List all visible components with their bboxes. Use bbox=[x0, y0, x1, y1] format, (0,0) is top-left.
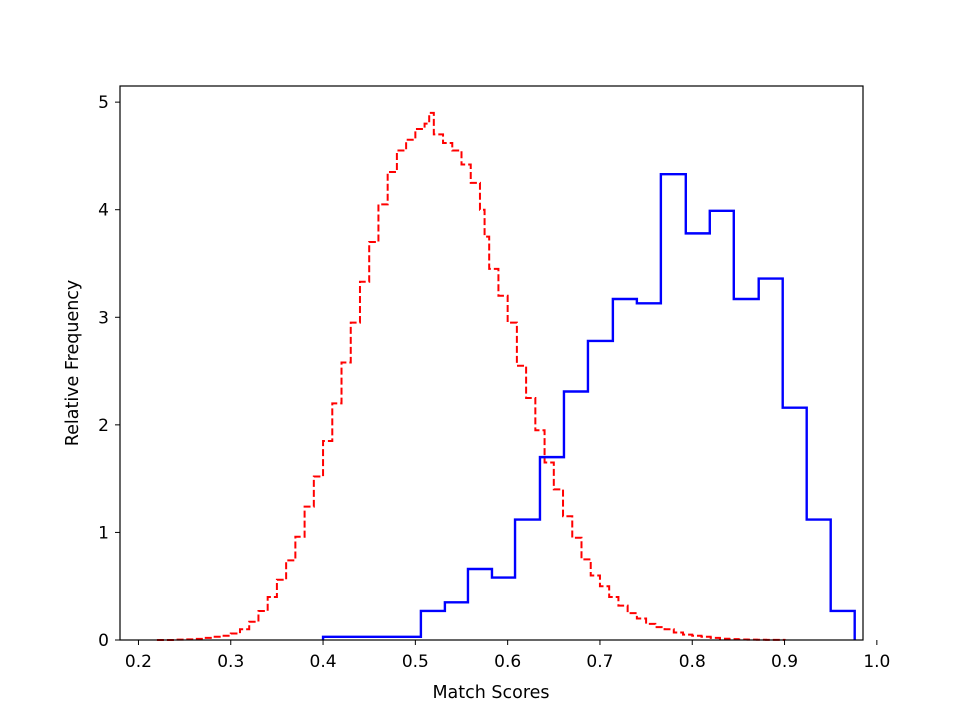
x-tick-label: 0.6 bbox=[494, 652, 521, 672]
x-axis-label: Match Scores bbox=[432, 683, 549, 703]
y-tick-label: 3 bbox=[98, 308, 109, 328]
plot-frame bbox=[119, 85, 864, 641]
y-tick-label: 0 bbox=[98, 631, 109, 651]
x-tick-label: 0.5 bbox=[402, 652, 429, 672]
y-tick-label: 2 bbox=[98, 416, 109, 436]
x-tick-label: 0.9 bbox=[771, 652, 798, 672]
x-tick-label: 0.2 bbox=[125, 652, 152, 672]
x-tick-label: 0.4 bbox=[310, 652, 337, 672]
x-tick-label: 0.7 bbox=[586, 652, 613, 672]
series-solid-step bbox=[321, 173, 856, 640]
y-tick-label: 4 bbox=[98, 201, 109, 221]
x-tick-label: 0.3 bbox=[217, 652, 244, 672]
series-dashed-step bbox=[156, 111, 786, 641]
y-axis-label: Relative Frequency bbox=[63, 280, 83, 447]
x-axis: 0.2 0.3 0.4 0.5 0.6 0.7 0.8 0.9 1.0 bbox=[125, 640, 890, 672]
y-tick-label: 1 bbox=[98, 523, 109, 543]
y-tick-label: 5 bbox=[98, 93, 109, 113]
x-tick-label: 0.8 bbox=[679, 652, 706, 672]
y-axis: 0 1 2 3 4 5 bbox=[98, 93, 120, 651]
series-layer bbox=[156, 111, 856, 641]
x-tick-label: 1.0 bbox=[863, 652, 890, 672]
